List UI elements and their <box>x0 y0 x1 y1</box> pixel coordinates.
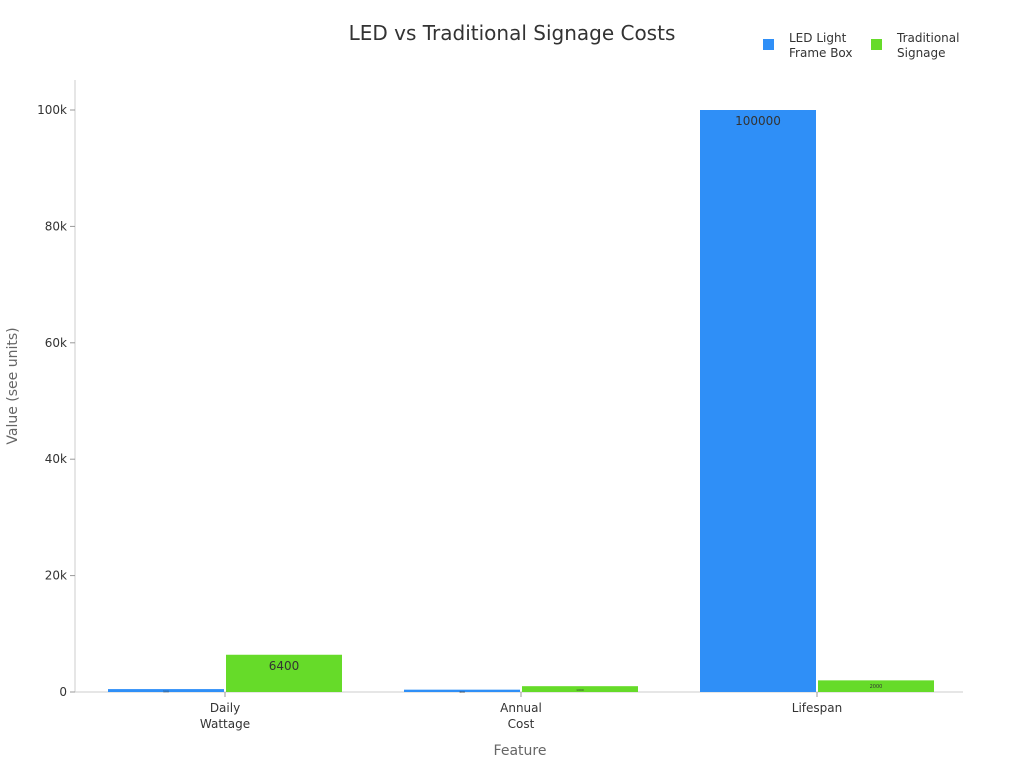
data-label: 2000 <box>870 684 883 690</box>
legend-swatch[interactable] <box>763 39 774 50</box>
legend-label[interactable]: Traditional <box>896 31 959 45</box>
legend-swatch[interactable] <box>871 39 882 50</box>
bar[interactable] <box>818 680 934 692</box>
x-tick-label: Wattage <box>200 717 250 731</box>
y-axis-label: Value (see units) <box>5 327 21 444</box>
legend-label[interactable]: LED Light <box>789 31 847 45</box>
data-label: 6400 <box>269 659 300 673</box>
x-tick-label: Lifespan <box>792 701 842 715</box>
chart-title: LED vs Traditional Signage Costs <box>349 21 676 45</box>
bar[interactable] <box>404 689 520 692</box>
bar[interactable] <box>226 654 342 692</box>
data-label: 400 <box>459 690 465 694</box>
x-tick-label: Daily <box>210 701 240 715</box>
data-label: 1000 <box>576 688 584 692</box>
x-axis-label: Feature <box>494 743 547 759</box>
data-label: 500 <box>163 690 169 694</box>
legend-label[interactable]: Frame Box <box>789 46 853 60</box>
y-tick-label: 80k <box>45 219 67 233</box>
y-tick-label: 40k <box>45 452 67 466</box>
y-tick-label: 20k <box>45 569 67 583</box>
x-tick-label: Cost <box>508 717 535 731</box>
y-tick-label: 100k <box>37 103 67 117</box>
y-tick-label: 60k <box>45 336 67 350</box>
x-tick-label: Annual <box>500 701 542 715</box>
bar[interactable] <box>108 689 224 692</box>
bar[interactable] <box>700 110 816 692</box>
data-label: 100000 <box>735 114 781 128</box>
legend-label[interactable]: Signage <box>897 46 946 60</box>
y-tick-label: 0 <box>59 685 67 699</box>
bar[interactable] <box>522 686 638 692</box>
